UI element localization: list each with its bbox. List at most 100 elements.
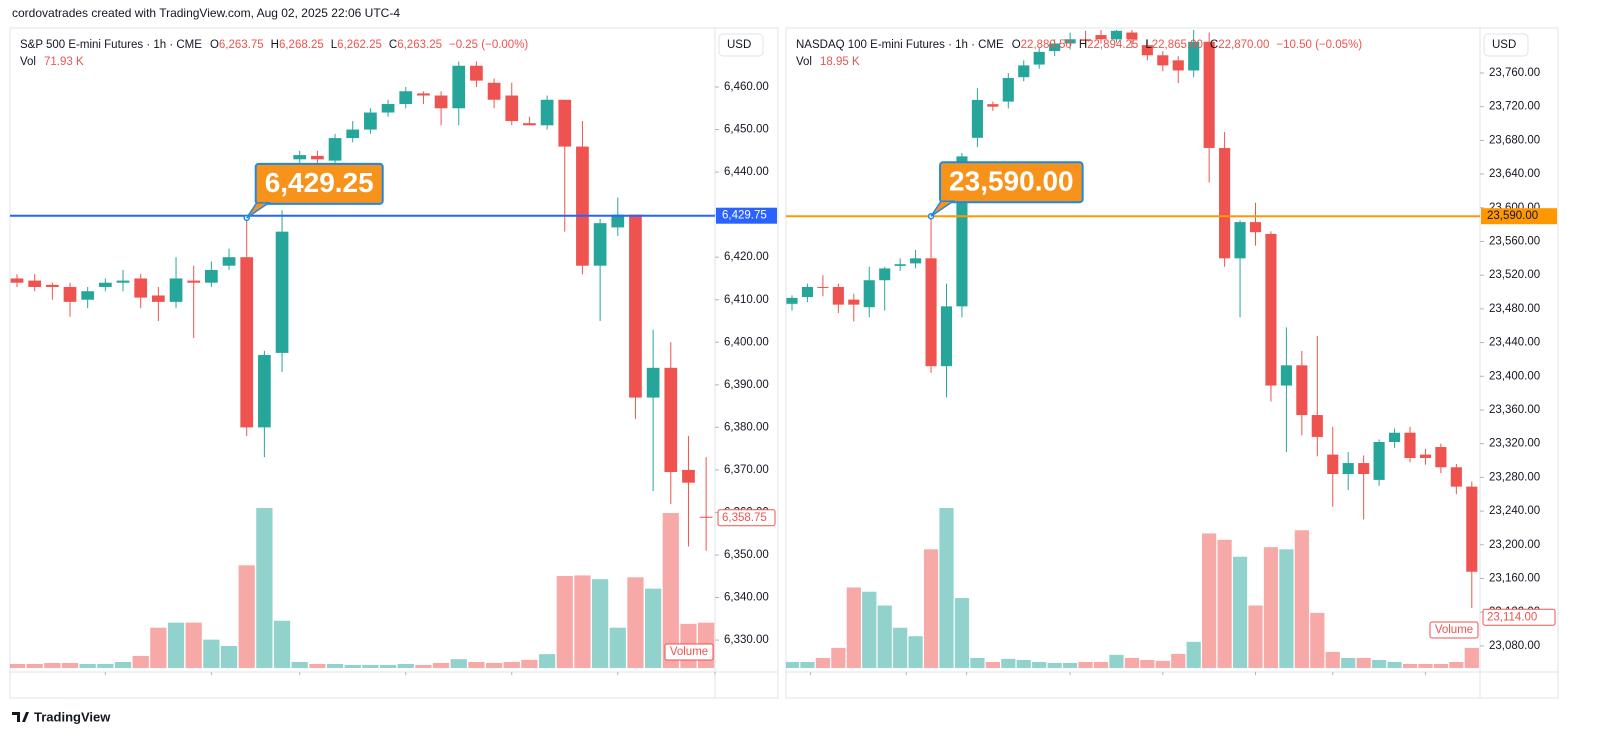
candle-body — [328, 138, 342, 161]
ohlc-key: O — [210, 39, 219, 51]
ohlc-value: 22,880.50 — [1021, 39, 1072, 51]
x-tick-label: 31 — [1064, 679, 1077, 691]
candle-body — [45, 284, 59, 287]
volume-bar — [1140, 659, 1155, 668]
candle-body — [452, 65, 466, 109]
volume-bar — [1248, 605, 1263, 668]
candle-body — [699, 516, 713, 518]
right-panel-frame — [785, 27, 1559, 699]
ohlc-key: L — [331, 39, 338, 51]
ohlc-change: −0.25 (−0.00%) — [449, 39, 528, 51]
volume-bar — [800, 661, 815, 668]
volume-bar — [831, 647, 846, 668]
volume-bar — [503, 661, 520, 668]
last-price-label: 23,114.00 — [1487, 611, 1537, 623]
volume-bar — [1109, 654, 1124, 668]
x-tick-label: 06:00 PM — [1308, 679, 1357, 691]
candle-body — [1126, 32, 1138, 40]
candle-body — [879, 268, 891, 281]
candle-body — [1157, 55, 1169, 66]
volume-bar — [468, 661, 485, 668]
candle-body — [1342, 463, 1354, 475]
candle-body — [1033, 51, 1045, 65]
candle-body — [1172, 60, 1184, 71]
ohlc-key: H — [1079, 39, 1087, 51]
volume-value: 18.95 K — [820, 56, 860, 68]
y-tick-label: 23,680.00 — [1489, 134, 1540, 146]
candle-body — [1049, 43, 1061, 52]
candle-body — [786, 297, 798, 304]
callout-pointer — [246, 202, 272, 219]
y-tick-label: 6,400.00 — [724, 336, 769, 348]
x-tick-label: 06:00 PM — [275, 679, 324, 691]
volume-bar — [1186, 641, 1201, 668]
candle-body — [664, 367, 678, 473]
x-tick-label: Aug — [1415, 679, 1435, 691]
volume-bar — [10, 663, 26, 668]
x-tick-label: 12:00 PM — [593, 679, 642, 691]
volume-bar — [1016, 659, 1031, 668]
candle-body — [817, 286, 829, 288]
volume-bar — [786, 661, 800, 668]
volume-bar — [1341, 657, 1356, 668]
volume-bar — [1294, 530, 1309, 668]
ohlc-value: 22,894.25 — [1087, 39, 1138, 51]
callout-label: 6,429.25 — [265, 167, 374, 198]
candle-body — [169, 278, 183, 302]
last-price-badge — [717, 509, 776, 527]
candle-body — [63, 286, 77, 302]
volume-bar — [574, 575, 591, 668]
candle-body — [1203, 41, 1215, 148]
volume-bar — [815, 657, 831, 668]
candle-body — [1419, 454, 1432, 458]
candle-body — [1018, 65, 1030, 78]
legend-title: S&P 500 E-mini Futures · 1h · CME O6,263.… — [20, 39, 528, 51]
ohlc-value: 6,263.25 — [397, 39, 442, 51]
volume-bar — [379, 664, 397, 668]
volume-bar — [1078, 661, 1093, 668]
volume-bar — [485, 662, 503, 668]
volume-bar — [1093, 661, 1109, 668]
candle-body — [1450, 467, 1462, 487]
candle-body — [505, 95, 519, 122]
volume-pane-label: Volume — [670, 646, 708, 658]
candle-body — [134, 278, 148, 298]
series-title: NASDAQ 100 E-mini Futures · 1h · CME — [796, 39, 1004, 51]
candle-body — [971, 99, 983, 138]
candle-body — [1435, 447, 1447, 468]
x-tick-label: 31 — [399, 679, 412, 691]
candle-body — [1373, 441, 1385, 480]
volume-bar — [291, 661, 308, 668]
price-line-label: 23,590.00 — [1487, 210, 1538, 222]
candle-body — [1280, 365, 1292, 386]
volume-bar — [415, 664, 432, 668]
ohlc-key: L — [1145, 39, 1152, 51]
candle-body — [646, 367, 660, 398]
candle-body — [311, 155, 324, 160]
candle-body — [81, 291, 95, 300]
volume-bar — [556, 576, 573, 668]
candle-body — [558, 99, 572, 147]
candle-body — [240, 257, 254, 428]
volume-bar — [954, 598, 970, 668]
currency-label: USD — [727, 39, 751, 51]
volume-bar — [1464, 647, 1479, 668]
volume-bar — [1032, 661, 1047, 668]
candle-body — [1110, 30, 1123, 40]
ohlc-value: 6,262.25 — [337, 39, 382, 51]
candle-body — [540, 99, 554, 126]
x-tick-label: 06:00 AM — [786, 679, 835, 691]
volume-bar — [923, 549, 939, 668]
candle-body — [487, 82, 501, 100]
y-tick-label: 23,240.00 — [1489, 505, 1540, 517]
candle-body — [1327, 454, 1339, 475]
y-tick-label: 23,760.00 — [1489, 67, 1540, 79]
volume-bar — [644, 588, 662, 668]
price-line-badge — [1481, 208, 1557, 225]
volume-bar — [1232, 556, 1248, 668]
candle-body — [894, 264, 906, 266]
volume-bar — [627, 577, 644, 668]
candle-body — [293, 155, 307, 160]
candle-body — [1358, 463, 1370, 475]
